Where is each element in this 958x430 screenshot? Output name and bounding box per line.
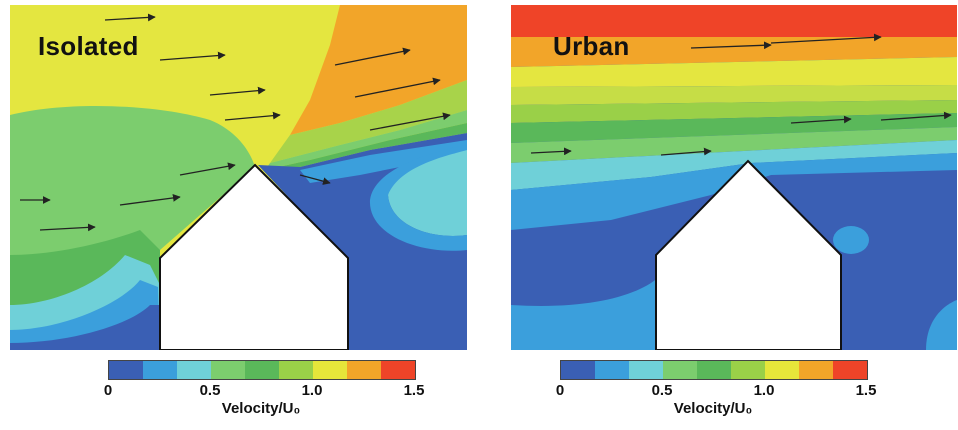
colorbar-swatch — [347, 361, 381, 379]
isolated-velocity-vectors — [20, 13, 451, 232]
colorbar-tick-label: 1.5 — [403, 382, 425, 399]
colorbar-tick-label: 1.0 — [753, 382, 775, 399]
colorbar-swatch — [177, 361, 211, 379]
colorbar-swatch — [731, 361, 765, 379]
colorbar-tick-label: 1.5 — [855, 382, 877, 399]
colorbar-label: Velocity/U₀ — [221, 400, 301, 417]
colorbar-swatch — [211, 361, 245, 379]
isolated-lightblue-band — [300, 140, 467, 183]
isolated-darkgreen-band — [265, 123, 467, 170]
isolated-darkblue-lower — [10, 305, 160, 350]
urban-red-band — [511, 5, 957, 37]
isolated-orange-region — [290, 5, 467, 135]
colorbar-tick-label: 0 — [103, 382, 113, 399]
urban-green3-band — [511, 127, 957, 163]
colorbar-ticks: 0 0.5 1.0 1.5 — [556, 380, 877, 402]
isolated-cyan-ring — [369, 145, 467, 251]
urban-cyan-band — [511, 140, 957, 190]
colorbar-swatch — [561, 361, 595, 379]
urban-small-eddy — [833, 226, 869, 254]
isolated-building — [159, 163, 349, 350]
isolated-lime-band — [270, 80, 467, 163]
colorbar-swatch — [143, 361, 177, 379]
colorbar-swatch — [833, 361, 867, 379]
isolated-colorbar: 0 0.5 1.0 1.5 Velocity/U₀ — [104, 360, 425, 417]
colorbar-tick-label: 0.5 — [651, 382, 673, 399]
isolated-velocity-panel: Isolated — [10, 5, 467, 350]
colorbar-swatch — [279, 361, 313, 379]
urban-lower-left-blue — [511, 275, 661, 350]
colorbar-swatches — [560, 360, 868, 380]
isolated-green-band — [265, 110, 467, 170]
urban-lime-band — [511, 85, 957, 105]
urban-colorbar: 0 0.5 1.0 1.5 Velocity/U₀ — [556, 360, 877, 417]
colorbar-swatch — [697, 361, 731, 379]
urban-green1-band — [511, 100, 957, 123]
urban-building — [655, 159, 842, 350]
colorbar-swatch — [663, 361, 697, 379]
urban-contour-plot — [511, 5, 957, 350]
colorbar-label: Velocity/U₀ — [673, 400, 753, 417]
colorbar-swatch — [799, 361, 833, 379]
colorbar-swatch — [381, 361, 415, 379]
colorbar-swatch — [595, 361, 629, 379]
urban-velocity-vectors — [530, 33, 952, 156]
colorbar-swatch — [313, 361, 347, 379]
isolated-contour-plot — [10, 5, 467, 350]
isolated-title: Isolated — [38, 31, 139, 61]
colorbar-swatches — [108, 360, 416, 380]
urban-lightblue-band — [511, 153, 957, 230]
colorbar-swatch — [765, 361, 799, 379]
urban-corner-eddy — [926, 300, 957, 350]
colorbar-swatch — [109, 361, 143, 379]
colorbar-swatch — [629, 361, 663, 379]
colorbar-tick-label: 1.0 — [301, 382, 323, 399]
urban-title: Urban — [553, 31, 630, 61]
urban-yellow-band — [511, 57, 957, 87]
colorbar-swatch — [245, 361, 279, 379]
colorbar-tick-label: 0.5 — [199, 382, 221, 399]
colorbar-tick-label: 0 — [555, 382, 565, 399]
urban-velocity-panel: Urban — [511, 5, 957, 350]
colorbar-ticks: 0 0.5 1.0 1.5 — [104, 380, 425, 402]
